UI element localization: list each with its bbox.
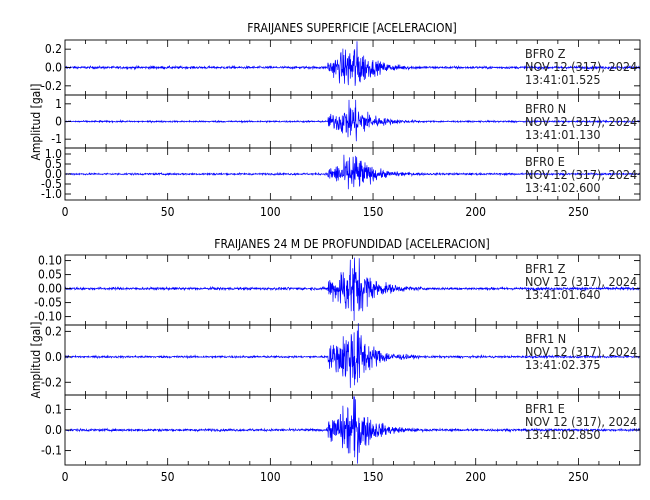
y-axis-label-top: Amplitud [gal]	[29, 83, 43, 160]
y-tick-label: 0.5	[45, 157, 62, 171]
chart-title-bottom: FRAIJANES 24 M DE PROFUNDIDAD [ACELERACI…	[214, 237, 489, 251]
y-tick-label: 0.05	[38, 268, 62, 282]
waveform-trace	[65, 396, 641, 464]
trace-station-label: BFR0 Z	[525, 46, 566, 61]
y-tick-label: -0.5	[41, 177, 62, 191]
trace-date-label: NOV 12 (317), 2024	[525, 59, 637, 74]
x-tick-label: 150	[363, 205, 384, 219]
y-tick-label: 0	[55, 115, 62, 129]
y-tick-label: 0.0	[45, 167, 62, 181]
trace-time-label: 13:41:01.130	[525, 127, 601, 142]
x-tick-label: 250	[568, 205, 589, 219]
y-tick-label: 0.10	[38, 254, 62, 268]
y-tick-label: -0.10	[34, 310, 62, 324]
y-tick-label: 0.0	[45, 423, 62, 437]
trace-time-label: 13:41:02.600	[525, 180, 601, 195]
y-tick-label: -0.2	[41, 375, 62, 389]
trace-date-label: NOV 12 (317), 2024	[525, 114, 637, 129]
x-tick-label: 100	[260, 205, 281, 219]
y-tick-label: 0.00	[38, 282, 62, 296]
chart-title-top: FRAIJANES SUPERFICIE [ACELERACION]	[247, 21, 457, 35]
y-tick-label: -0.05	[34, 296, 62, 310]
x-tick-label: 0	[62, 470, 69, 484]
waveform-trace	[64, 257, 641, 321]
x-tick-label: 150	[363, 470, 384, 484]
x-tick-label: 100	[260, 470, 281, 484]
waveform-trace	[64, 154, 641, 190]
trace-date-label: NOV 12 (317), 2024	[525, 344, 637, 359]
chart-bottom: FRAIJANES 24 M DE PROFUNDIDAD [ACELERACI…	[29, 237, 641, 484]
trace-time-label: 13:41:02.850	[525, 427, 601, 442]
trace-time-label: 13:41:02.375	[525, 357, 601, 372]
x-tick-label: 200	[465, 205, 486, 219]
y-tick-label: -1	[51, 132, 62, 146]
x-tick-label: 50	[161, 470, 175, 484]
y-tick-label: 0.2	[45, 324, 62, 338]
y-tick-label: 0.2	[45, 42, 62, 56]
trace-station-label: BFR1 N	[525, 331, 566, 346]
trace-station-label: BFR0 E	[525, 154, 565, 169]
waveform-trace	[64, 99, 641, 142]
y-axis-label-bottom: Amplitud [gal]	[29, 321, 43, 398]
x-tick-label: 0	[62, 205, 69, 219]
trace-time-label: 13:41:01.525	[525, 72, 601, 87]
x-tick-label: 250	[568, 470, 589, 484]
y-tick-label: -0.2	[41, 79, 62, 93]
y-tick-label: 1.0	[45, 147, 62, 161]
y-tick-label: 0.1	[45, 402, 62, 416]
waveform-trace	[64, 41, 641, 86]
x-tick-label: 200	[465, 470, 486, 484]
trace-date-label: NOV 12 (317), 2024	[525, 274, 637, 289]
y-tick-label: 0.0	[45, 350, 62, 364]
y-tick-label: -1.0	[41, 187, 62, 201]
y-tick-label: 0.0	[45, 61, 62, 75]
chart-top: FRAIJANES SUPERFICIE [ACELERACION] Ampli…	[29, 21, 641, 219]
trace-station-label: BFR1 Z	[525, 261, 566, 276]
trace-date-label: NOV 12 (317), 2024	[525, 414, 637, 429]
x-tick-label: 50	[161, 205, 175, 219]
trace-station-label: BFR0 N	[525, 101, 566, 116]
waveform-trace	[64, 323, 641, 388]
trace-date-label: NOV 12 (317), 2024	[525, 167, 637, 182]
y-tick-label: -0.1	[41, 444, 62, 458]
trace-station-label: BFR1 E	[525, 401, 565, 416]
trace-time-label: 13:41:01.640	[525, 287, 601, 302]
y-tick-label: 1	[55, 97, 62, 111]
